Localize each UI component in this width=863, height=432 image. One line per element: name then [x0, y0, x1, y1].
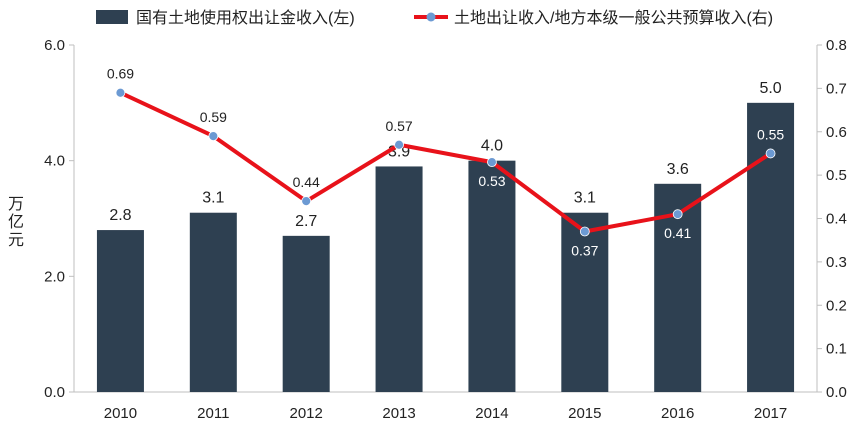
bar	[468, 160, 516, 392]
legend-line-marker	[426, 12, 436, 22]
category-label: 2016	[661, 405, 694, 422]
line-data-label: 0.53	[478, 173, 505, 189]
line-marker	[115, 87, 126, 98]
line-data-label: 0.59	[200, 109, 227, 125]
bar-data-label: 5.0	[759, 80, 781, 97]
line-marker	[672, 209, 683, 220]
left-axis-title: 万亿元	[8, 196, 24, 249]
line-marker	[394, 139, 404, 150]
bar	[747, 102, 795, 392]
bar	[375, 166, 423, 392]
right-tick-label: 0.0	[826, 384, 847, 401]
bar-data-label: 2.7	[295, 213, 317, 230]
left-tick-label: 0.0	[44, 384, 65, 401]
bar	[282, 235, 330, 392]
line-marker	[579, 226, 590, 237]
left-tick-label: 6.0	[44, 37, 65, 54]
line-marker	[487, 157, 497, 168]
right-tick-label: 0.8	[826, 37, 847, 54]
bar-data-label: 3.1	[202, 190, 224, 207]
right-tick-label: 0.7	[826, 80, 847, 97]
bar-data-label: 4.0	[481, 138, 503, 155]
right-tick-label: 0.4	[826, 211, 847, 228]
legend-bar-swatch	[96, 10, 128, 24]
line-series	[119, 90, 772, 234]
line-marker	[208, 131, 219, 141]
bar	[561, 212, 609, 392]
category-label: 2011	[197, 405, 229, 422]
line-data-label: 0.69	[107, 66, 134, 82]
bar-data-label: 2.8	[109, 207, 131, 224]
left-tick-label: 2.0	[44, 268, 65, 285]
line-data-label: 0.37	[571, 243, 598, 259]
category-label: 2013	[382, 405, 415, 422]
right-tick-label: 0.3	[826, 254, 847, 271]
bar-data-label: 3.1	[574, 190, 596, 207]
line-data-label: 0.57	[385, 118, 412, 134]
category-label: 2014	[475, 405, 508, 422]
right-tick-label: 0.1	[826, 341, 847, 358]
category-label: 2010	[104, 405, 137, 422]
right-tick-label: 0.5	[826, 167, 847, 184]
bar-data-label: 3.6	[667, 161, 689, 178]
line-marker	[301, 196, 312, 207]
legend-bar-label: 国有土地使用权出让金收入(左)	[136, 9, 355, 27]
category-label: 2017	[754, 405, 787, 422]
bar	[189, 212, 237, 392]
line-marker	[765, 148, 776, 159]
legend-line-label: 土地出让收入/地方本级一般公共预算收入(右)	[454, 8, 773, 27]
category-label: 2015	[568, 405, 601, 422]
right-tick-label: 0.2	[826, 297, 847, 314]
line-data-label: 0.55	[757, 126, 784, 142]
line-data-label: 0.44	[293, 174, 320, 190]
left-tick-label: 4.0	[44, 153, 65, 170]
right-tick-label: 0.6	[826, 124, 847, 141]
bar	[96, 230, 144, 392]
line-data-label: 0.41	[664, 225, 691, 241]
category-label: 2012	[290, 405, 323, 422]
